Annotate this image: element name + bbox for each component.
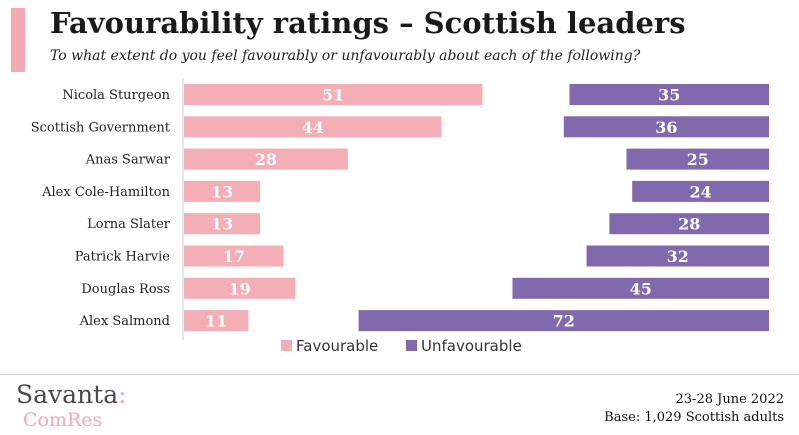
favourable-value-label: 11 (205, 312, 227, 331)
chart-title: Favourability ratings – Scottish leaders (50, 6, 686, 40)
category-label: Patrick Harvie (75, 250, 171, 265)
favourable-value-label: 28 (255, 150, 277, 169)
unfavourable-bar (512, 277, 769, 299)
unfavourable-value-label: 28 (678, 215, 700, 234)
favourable-bar (184, 245, 284, 267)
favourable-bar (184, 277, 296, 299)
unfavourable-bar (358, 310, 769, 332)
accent-bar (11, 8, 25, 72)
favourable-bar (184, 213, 261, 235)
favourable-value-label: 44 (302, 118, 324, 137)
unfavourable-value-label: 36 (655, 118, 677, 137)
favourable-value-label: 51 (322, 86, 344, 105)
unfavourable-value-label: 72 (553, 312, 575, 331)
unfavourable-value-label: 24 (689, 182, 711, 201)
unfavourable-bar (609, 213, 769, 235)
category-label: Scottish Government (31, 120, 171, 135)
unfavourable-bar (563, 116, 769, 138)
unfavourable-bar (569, 84, 769, 105)
unfavourable-bar (632, 180, 769, 202)
category-label: Lorna Slater (87, 217, 171, 232)
favourable-bar (184, 148, 348, 170)
favourable-value-label: 13 (211, 215, 233, 234)
chart-subtitle: To what extent do you feel favourably or… (50, 48, 641, 64)
legend-label-unfavourable: Unfavourable (421, 337, 522, 355)
category-label: Nicola Sturgeon (62, 88, 170, 103)
brand-logo-bottom: ComRes (23, 409, 103, 431)
footer-divider (0, 374, 799, 375)
fieldwork-date: 23-28 June 2022 (675, 392, 784, 407)
unfavourable-value-label: 32 (667, 247, 689, 266)
unfavourable-value-label: 25 (687, 150, 709, 169)
favourable-bar (184, 84, 483, 105)
sample-base: Base: 1,029 Scottish adults (604, 410, 784, 425)
unfavourable-bar (626, 148, 769, 170)
legend-label-favourable: Favourable (296, 337, 378, 355)
category-label: Alex Cole-Hamilton (41, 185, 171, 200)
unfavourable-value-label: 45 (630, 279, 652, 298)
favourable-value-label: 19 (228, 279, 250, 298)
unfavourable-bar (586, 245, 769, 267)
category-label: Anas Sarwar (85, 153, 171, 168)
category-label: Douglas Ross (81, 282, 170, 297)
favourable-bar (184, 310, 249, 332)
favourable-bar (184, 116, 442, 138)
legend-swatch-favourable (281, 340, 292, 351)
legend-swatch-unfavourable (406, 340, 417, 351)
brand-logo-top: Savanta: (16, 380, 127, 409)
favourable-value-label: 17 (223, 247, 245, 266)
favourable-value-label: 13 (211, 182, 233, 201)
unfavourable-value-label: 35 (658, 86, 680, 105)
favourability-chart: Nicola Sturgeon 51 35 Scottish Government 44… (31, 78, 769, 355)
favourable-bar (184, 180, 261, 202)
category-label: Alex Salmond (79, 314, 170, 329)
